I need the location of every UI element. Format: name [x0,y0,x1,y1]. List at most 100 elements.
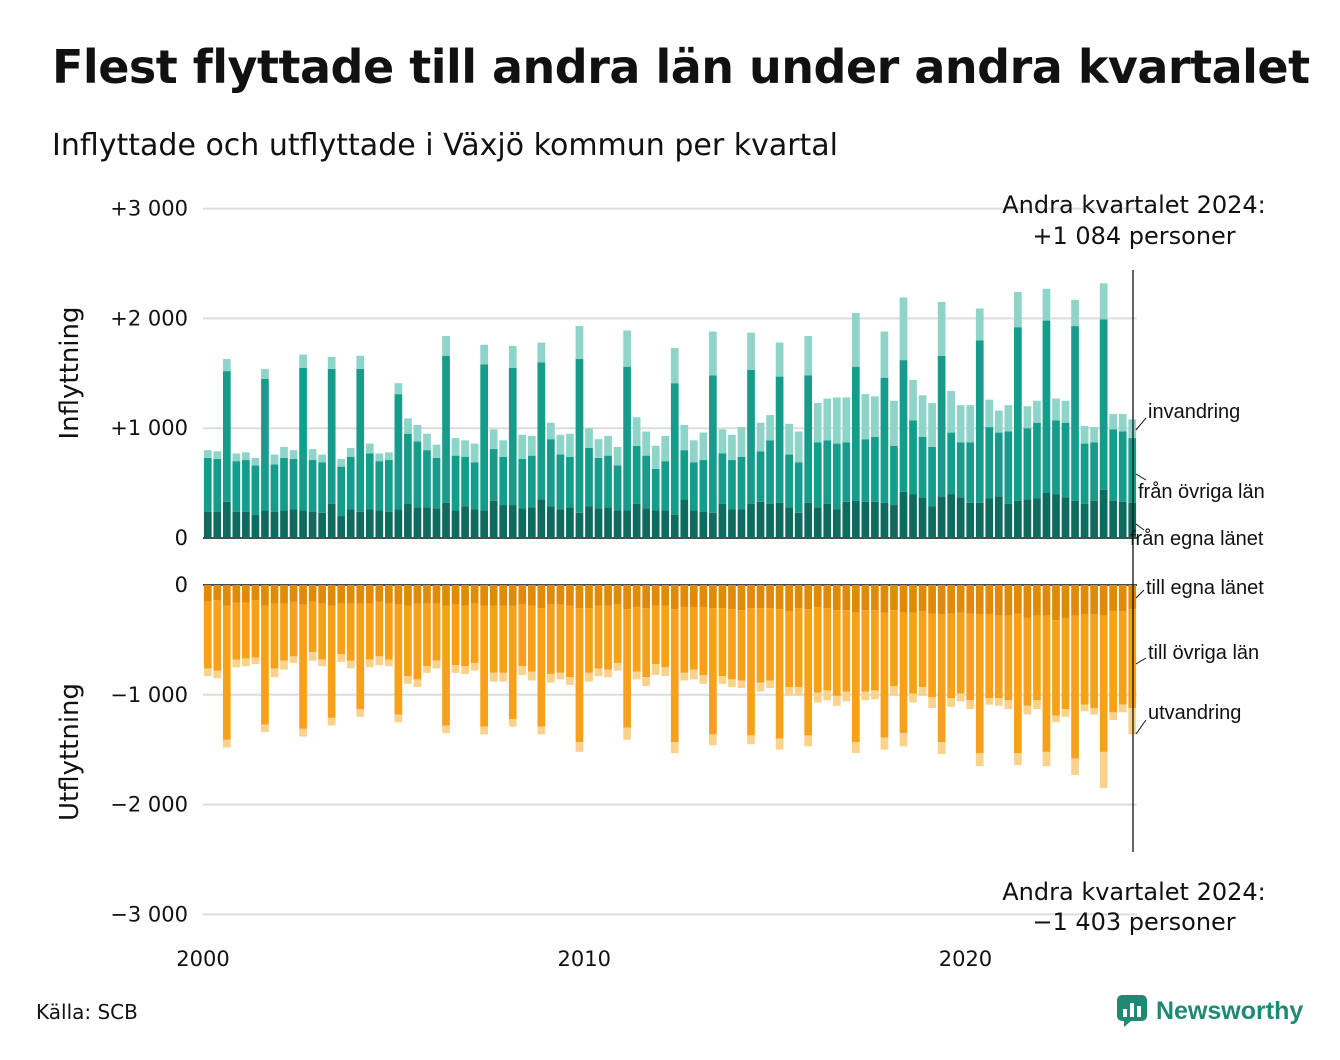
bar-outflow-other-counties [222,605,231,740]
bar-inflow-immigration [575,326,584,360]
bar-inflow-other-counties [270,464,279,512]
bar-outflow-emigration [451,665,460,673]
bar-inflow-own-county [461,506,469,538]
bar-outflow-other-counties [432,603,441,661]
bar-inflow-immigration [423,433,431,451]
bar-inflow-own-county [537,499,546,538]
bar-outflow-emigration [794,687,803,696]
bar-inflow-own-county [1071,500,1079,538]
bar-outflow-own-county [470,585,479,604]
bar-outflow-emigration [804,735,813,747]
bar-outflow-own-county [1042,585,1051,616]
bar-inflow-other-counties [1099,319,1108,490]
bar-inflow-other-counties [728,460,736,510]
bar-outflow-own-county [585,585,593,609]
bar-inflow-immigration [909,379,917,421]
bar-inflow-own-county [851,500,860,538]
bar-inflow-immigration [956,405,965,443]
bar-inflow-other-counties [432,457,441,509]
bar-outflow-other-counties [1023,617,1032,706]
bar-outflow-own-county [1061,585,1070,618]
bar-inflow-other-counties [670,383,679,515]
bar-inflow-own-county [737,509,746,538]
bar-inflow-immigration [470,443,479,463]
bar-outflow-other-counties [356,603,365,710]
bar-inflow-immigration [1052,398,1060,421]
bar-outflow-other-counties [832,610,841,696]
bar-inflow-other-counties [813,442,822,508]
bar-outflow-other-counties [346,603,355,661]
bar-inflow-other-counties [556,454,565,510]
bar-inflow-immigration [842,397,851,443]
bar-outflow-emigration [346,660,355,669]
bar-inflow-immigration [718,429,727,454]
bar-inflow-immigration [613,446,622,466]
bar-inflow-own-county [1099,489,1108,538]
bar-outflow-own-county [813,585,822,607]
bar-outflow-other-counties [1090,614,1098,708]
newsworthy-logo[interactable]: Newsworthy [1116,994,1303,1028]
bar-inflow-other-counties [661,461,670,511]
bar-inflow-own-county [813,507,822,538]
bar-outflow-own-county [1118,585,1127,612]
bar-outflow-own-county [232,585,241,603]
bar-outflow-other-counties [442,605,450,726]
bar-inflow-other-counties [499,456,508,506]
bar-inflow-immigration [537,342,546,363]
x-tick-label: 2020 [939,947,992,971]
bar-inflow-immigration [594,439,603,458]
bar-inflow-immigration [899,297,908,361]
bar-outflow-other-counties [566,605,574,678]
bar-outflow-own-county [632,585,641,607]
bar-inflow-immigration [661,435,670,462]
bar-inflow-other-counties [689,462,698,511]
bar-inflow-immigration [756,422,765,452]
bar-inflow-other-counties [766,440,774,504]
leader-own-county-in [1135,523,1145,531]
bar-outflow-other-counties [871,610,879,691]
bar-outflow-other-counties [394,604,403,715]
bar-inflow-immigration [318,454,326,463]
bar-outflow-other-counties [718,608,727,677]
bar-outflow-own-county [499,585,508,606]
bar-inflow-other-counties [832,443,841,510]
bar-inflow-other-counties [947,432,956,495]
bar-outflow-own-county [832,585,841,611]
bar-inflow-own-county [794,512,803,538]
bar-inflow-immigration [651,445,660,469]
bar-outflow-other-counties [632,606,641,672]
bar-inflow-immigration [222,359,231,372]
y-tick-label: −3 000 [110,902,188,926]
bar-inflow-other-counties [613,465,622,511]
bar-outflow-own-county [785,585,793,612]
bar-outflow-other-counties [1052,620,1060,716]
bar-inflow-own-county [709,512,717,538]
bar-outflow-emigration [365,659,374,668]
bar-outflow-other-counties [680,606,689,673]
bar-outflow-emigration [890,686,898,696]
bar-outflow-other-counties [308,601,317,652]
bar-outflow-own-county [308,585,317,602]
bar-outflow-other-counties [813,606,822,693]
bar-outflow-emigration [1071,758,1079,775]
bar-outflow-emigration [613,662,622,671]
bar-inflow-own-county [318,512,326,538]
bar-outflow-emigration [956,693,965,702]
bar-inflow-own-county [365,509,374,538]
bar-outflow-emigration [813,692,822,703]
bar-inflow-immigration [261,368,269,379]
bar-outflow-emigration [480,726,489,735]
bar-outflow-emigration [966,700,975,710]
bar-inflow-other-counties [871,436,879,502]
bar-outflow-other-counties [728,609,736,680]
label-from-other-counties: från övriga län [1138,481,1265,503]
bar-outflow-own-county [918,585,927,612]
bar-inflow-immigration [1023,406,1032,429]
bar-outflow-emigration [556,672,565,680]
label-emigration: utvandring [1148,702,1241,724]
bar-inflow-own-county [489,500,498,538]
bar-outflow-emigration [1109,712,1118,721]
bar-outflow-own-county [699,585,708,607]
bar-outflow-own-county [337,585,346,604]
bar-inflow-own-county [261,510,269,538]
